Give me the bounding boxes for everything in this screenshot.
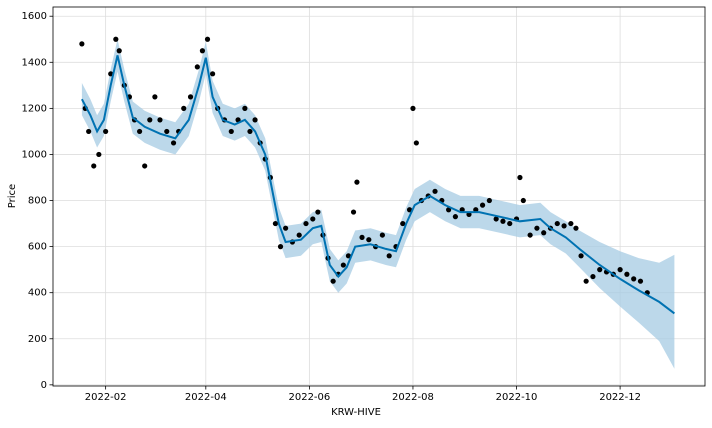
observed-point (578, 253, 584, 259)
observed-point (400, 220, 406, 227)
observed-point (486, 197, 492, 204)
observed-point (554, 220, 560, 227)
observed-point (410, 105, 416, 111)
observed-point (103, 128, 109, 135)
observed-point (493, 216, 499, 222)
observed-point (379, 232, 385, 238)
x-tick-label: 2022-08 (392, 392, 434, 403)
observed-point (310, 216, 316, 222)
y-tick-label: 1600 (22, 11, 47, 22)
observed-point (432, 188, 438, 194)
x-tick-label: 2022-10 (496, 392, 538, 403)
observed-point (452, 214, 459, 220)
observed-point (520, 197, 526, 204)
observed-point (277, 244, 284, 250)
observed-point (157, 117, 163, 123)
x-tick-label: 2022-06 (288, 392, 330, 403)
y-axis-label: Price (7, 184, 18, 208)
observed-point (637, 278, 644, 284)
y-tick-label: 800 (28, 196, 47, 207)
observed-point (242, 105, 248, 111)
observed-point (303, 220, 309, 227)
observed-point (204, 36, 211, 42)
observed-point (597, 267, 603, 273)
observed-point (147, 117, 153, 123)
y-tick-label: 200 (28, 334, 47, 345)
observed-point (181, 105, 187, 111)
observed-point (116, 48, 122, 54)
observed-point (199, 48, 206, 54)
observed-point (507, 220, 513, 227)
observed-point (359, 234, 365, 240)
observed-point (252, 117, 258, 123)
observed-point (86, 128, 92, 135)
x-axis-label: KRW-HIVE (331, 407, 381, 418)
observed-point (541, 230, 547, 236)
observed-point (517, 174, 523, 181)
y-tick-label: 1200 (22, 103, 47, 114)
observed-point (194, 64, 200, 70)
observed-point (345, 253, 352, 259)
observed-point (446, 207, 452, 213)
observed-point (113, 36, 119, 42)
observed-point (96, 151, 102, 158)
observed-point (459, 207, 465, 213)
observed-point (354, 179, 360, 185)
observed-point (315, 209, 321, 215)
observed-point (187, 94, 194, 100)
observed-point (500, 218, 506, 224)
observed-point (561, 223, 567, 229)
y-tick-label: 1400 (22, 57, 47, 68)
y-tick-label: 600 (28, 242, 47, 253)
observed-point (152, 94, 158, 100)
observed-point (136, 128, 143, 135)
observed-point (590, 273, 596, 280)
observed-point (573, 225, 579, 231)
observed-point (534, 225, 540, 231)
observed-point (79, 41, 85, 47)
observed-point (228, 128, 234, 135)
y-tick-label: 1000 (22, 149, 47, 160)
observed-point (366, 237, 372, 243)
observed-point (386, 253, 392, 259)
plot-frame (52, 6, 706, 387)
observed-point (631, 276, 637, 282)
forecast-line (81, 55, 676, 315)
x-tick-label: 2022-12 (599, 392, 641, 403)
y-tick-label: 400 (28, 288, 47, 299)
x-tick-label: 2022-02 (85, 392, 127, 403)
observed-point (330, 278, 336, 284)
observed-point (272, 220, 279, 227)
observed-point (624, 271, 630, 277)
observed-point (142, 163, 148, 169)
observed-point (164, 128, 170, 135)
observed-point (91, 163, 97, 169)
observed-point (473, 207, 479, 213)
observed-point (247, 128, 253, 135)
observed-point (235, 117, 241, 123)
observed-point (568, 220, 574, 227)
observed-point (617, 267, 623, 273)
observed-point (479, 202, 486, 208)
observed-point (340, 262, 346, 268)
observed-point (583, 278, 589, 284)
observed-point (350, 209, 357, 215)
observed-point (170, 140, 177, 146)
y-tick-label: 0 (41, 380, 47, 391)
x-tick-label: 2022-04 (185, 392, 227, 403)
observed-point (406, 207, 413, 213)
observed-point (527, 232, 533, 238)
observed-point (296, 232, 302, 238)
observed-point (283, 225, 289, 231)
observed-point (210, 71, 216, 77)
observed-point (413, 140, 419, 146)
